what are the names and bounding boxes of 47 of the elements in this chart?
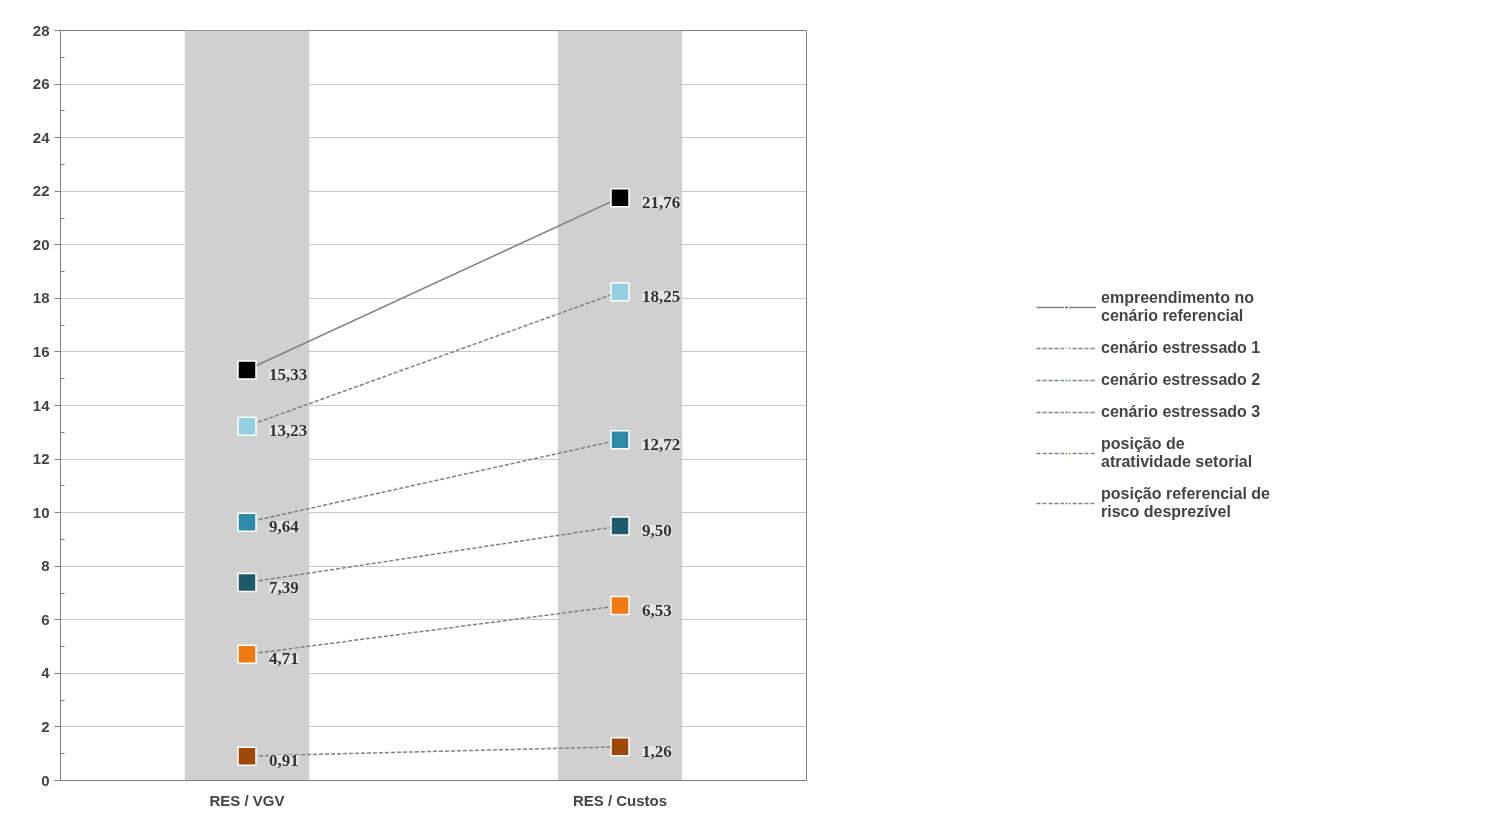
legend-label: empreendimento no cenário referencial bbox=[1101, 289, 1254, 325]
y-tick-label: 16 bbox=[32, 342, 50, 360]
legend-label: posição referencial de risco desprezível bbox=[1101, 485, 1270, 521]
text: 7,39 bbox=[269, 577, 299, 597]
text: 0,91 bbox=[269, 751, 299, 771]
y-tick-label: 24 bbox=[32, 128, 51, 146]
y-tick-label: 14 bbox=[32, 396, 51, 414]
y-tick-label: 6 bbox=[41, 610, 50, 628]
point bbox=[237, 572, 257, 593]
text: 6,53 bbox=[642, 600, 672, 620]
y-tick-label: 22 bbox=[32, 182, 50, 200]
y-tick-label: 4 bbox=[41, 664, 51, 682]
y-tick-label: 12 bbox=[32, 450, 50, 468]
y-tick-label: 26 bbox=[32, 75, 50, 93]
x-tick-label: RES / Custos bbox=[572, 791, 668, 809]
point bbox=[610, 516, 630, 536]
point bbox=[610, 187, 630, 208]
legend-label: posição de atratividade setorial bbox=[1101, 435, 1253, 471]
text: 9,50 bbox=[642, 521, 672, 541]
point bbox=[610, 281, 630, 302]
point bbox=[610, 595, 630, 616]
point bbox=[237, 746, 257, 766]
y-tick-label: 28 bbox=[32, 21, 50, 39]
text: 18,25 bbox=[642, 286, 681, 306]
point bbox=[610, 737, 630, 757]
text: 13,23 bbox=[269, 421, 308, 441]
y-tick-label: 8 bbox=[41, 557, 50, 575]
point bbox=[237, 512, 257, 533]
text: 21,76 bbox=[642, 192, 681, 212]
legend-label: cenário estressado 3 bbox=[1101, 403, 1261, 421]
legend-label: cenário estressado 1 bbox=[1101, 339, 1261, 357]
point bbox=[237, 644, 257, 665]
point bbox=[237, 360, 257, 380]
x-tick-label: RES / VGV bbox=[209, 791, 285, 809]
text: 4,71 bbox=[269, 649, 299, 669]
y-tick-label: 10 bbox=[32, 503, 50, 521]
point bbox=[237, 416, 257, 436]
y-tick-label: 2 bbox=[41, 717, 50, 735]
text: 9,64 bbox=[269, 517, 299, 537]
text: 1,26 bbox=[642, 741, 672, 761]
y-tick-label: 18 bbox=[32, 289, 50, 307]
point bbox=[610, 430, 630, 450]
y-tick-label: 20 bbox=[32, 235, 50, 253]
y-tick-label: 0 bbox=[41, 771, 50, 789]
legend-label: cenário estressado 2 bbox=[1101, 371, 1261, 389]
text: 12,72 bbox=[642, 434, 681, 454]
text: 15,33 bbox=[269, 364, 308, 384]
